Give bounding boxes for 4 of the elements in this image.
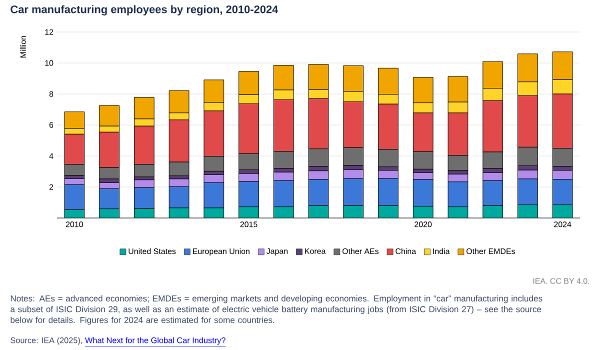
chart-title: Car manufacturing employees by region, 2010-2024 xyxy=(10,5,278,16)
text: Notes: AEs = advanced economies; EMDEs = emerging markets and developing economies. Employment in “car” manufacturing includes a subset of ISIC Division 29, as well as an estimate of electric vehicle battery manufacturing jobs (from ISIC Division 27) – see the source below for details. Figures for 2024 are estimated for some countries. xyxy=(10,295,542,325)
source-note: Source: IEA (2025), xyxy=(10,337,82,345)
text: What Next for the Global Car Industry? xyxy=(85,337,226,345)
